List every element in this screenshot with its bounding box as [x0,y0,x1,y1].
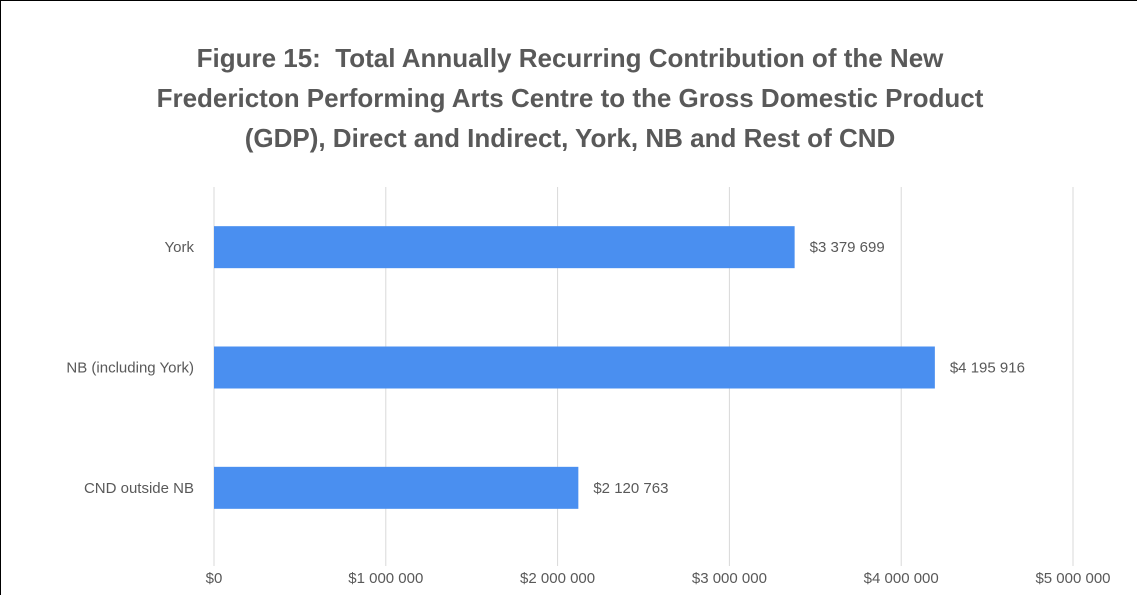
bar [214,346,935,389]
data-label: $2 120 763 [593,480,668,497]
x-tick-label: $1 000 000 [348,570,423,587]
y-tick-label: CND outside NB [84,480,194,497]
chart-title: Figure 15: Total Annually Recurring Cont… [156,43,991,153]
x-tick-label: $0 [206,570,223,587]
x-tick-label: $4 000 000 [864,570,939,587]
x-tick-label: $2 000 000 [520,570,595,587]
bar [214,466,579,509]
data-label: $4 195 916 [950,359,1025,376]
data-label: $3 379 699 [810,239,885,256]
x-tick-label: $5 000 000 [1035,570,1110,587]
y-tick-label: NB (including York) [66,359,194,376]
bar [214,226,795,269]
x-tick-label: $3 000 000 [692,570,767,587]
y-tick-label: York [165,239,195,256]
